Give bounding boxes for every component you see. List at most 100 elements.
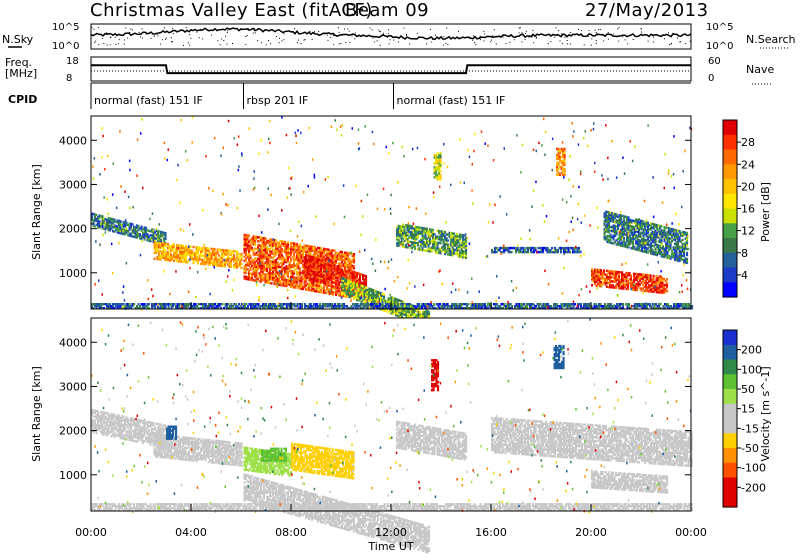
heatmap-cell	[284, 241, 286, 243]
heatmap-cell	[229, 250, 231, 252]
heatmap-cell	[402, 224, 404, 226]
nsky-dot	[387, 37, 388, 38]
nsky-dot	[383, 34, 384, 35]
heatmap-cell	[248, 235, 250, 237]
nsky-dot	[558, 30, 559, 31]
nsky-label: N.Sky	[2, 33, 34, 46]
heatmap-cell	[338, 287, 340, 289]
nsky-dot	[225, 36, 226, 37]
nsky-dot	[648, 41, 649, 42]
nsky-dot	[608, 32, 609, 33]
nsky-dot	[548, 43, 549, 44]
nsky-dot	[584, 44, 585, 45]
nsky-dot	[472, 40, 473, 41]
nsky-dot	[426, 44, 427, 45]
nsky-dot	[596, 43, 597, 44]
nsky-dot	[245, 44, 246, 45]
heatmap-cell	[334, 250, 336, 252]
heatmap-cell	[271, 282, 273, 284]
nsky-dot	[338, 27, 339, 28]
nsky-dot	[183, 45, 184, 46]
date-label: 27/May/2013	[585, 0, 709, 21]
heatmap-cell	[241, 253, 243, 255]
nsky-dot	[91, 27, 92, 28]
heatmap-cell	[238, 253, 240, 255]
nsky-dot	[613, 34, 614, 35]
nsky-dot	[591, 38, 592, 39]
heatmap-cell	[535, 247, 537, 249]
nsky-dot	[125, 28, 126, 29]
nsky-dot	[664, 38, 665, 39]
heatmap-cell	[686, 252, 688, 254]
nsky-dot	[567, 43, 568, 44]
nsky-dot	[374, 42, 375, 43]
heatmap-cell	[265, 237, 267, 239]
heatmap-cell	[650, 274, 652, 276]
nsky-dot	[245, 36, 246, 37]
heatmap-cell	[630, 274, 632, 276]
nsky-dot	[227, 30, 228, 31]
heatmap-cell	[170, 253, 172, 255]
nsky-dot	[561, 33, 562, 34]
nsky-dot	[458, 31, 459, 32]
heatmap-cell	[154, 258, 156, 260]
nsky-dot	[533, 30, 534, 31]
nsky-dot	[270, 43, 271, 44]
nsky-dot	[522, 41, 523, 42]
nsky-dot	[378, 30, 379, 31]
nsky-dot	[409, 44, 410, 45]
nsky-dot	[115, 44, 116, 45]
nsky-dot	[157, 34, 158, 35]
nsky-dot	[158, 35, 159, 36]
heatmap-cell	[679, 230, 681, 232]
heatmap-cell	[281, 254, 283, 256]
nsky-dot	[220, 44, 221, 45]
nsky-dot	[484, 33, 485, 34]
heatmap-cell	[323, 260, 325, 262]
nsky-dot	[240, 28, 241, 29]
nsky-dot	[570, 32, 571, 33]
nsky-dot	[281, 40, 282, 41]
heatmap-cell	[578, 247, 580, 249]
nsky-dot	[622, 35, 623, 36]
heatmap-cell	[656, 275, 658, 277]
nsky-dot	[382, 34, 383, 35]
nsky-dot	[589, 30, 590, 31]
nsky-dot	[608, 39, 609, 40]
nsky-dot	[107, 45, 108, 46]
nsky-dot	[389, 43, 390, 44]
heatmap-cell	[647, 222, 649, 224]
nsky-dot	[469, 38, 470, 39]
heatmap-cell	[365, 275, 367, 277]
cpid-segment-label: rbsp 201 IF	[247, 94, 309, 107]
heatmap-cell	[126, 228, 128, 230]
heatmap-cell	[686, 258, 688, 260]
nsky-dot	[272, 29, 273, 30]
nsky-dot	[227, 44, 228, 45]
heatmap-cell	[634, 246, 636, 248]
nsky-dot	[430, 29, 431, 30]
freq-tick-top: 18	[66, 56, 79, 67]
nsky-dot	[102, 38, 103, 39]
nsky-dot	[519, 28, 520, 29]
freq-panel: Freq. [MHz] 18 8 60 0 Nave	[5, 56, 774, 84]
heatmap-cell	[440, 170, 442, 172]
nsky-dot	[129, 32, 130, 33]
nsky-dot	[142, 28, 143, 29]
heatmap-cell	[616, 213, 618, 215]
nsky-dot	[417, 33, 418, 34]
heatmap-cell	[281, 248, 283, 250]
nsky-dot	[628, 36, 629, 37]
nsky-dot	[532, 36, 533, 37]
nsky-dot	[344, 29, 345, 30]
nsky-dot	[256, 30, 257, 31]
nsky-dot	[388, 33, 389, 34]
nsky-dot	[190, 38, 191, 39]
nsky-dot	[266, 44, 267, 45]
heatmap-cell	[353, 265, 355, 267]
nsky-dot	[653, 42, 654, 43]
nsky-dot	[249, 30, 250, 31]
heatmap-cell	[440, 158, 442, 160]
